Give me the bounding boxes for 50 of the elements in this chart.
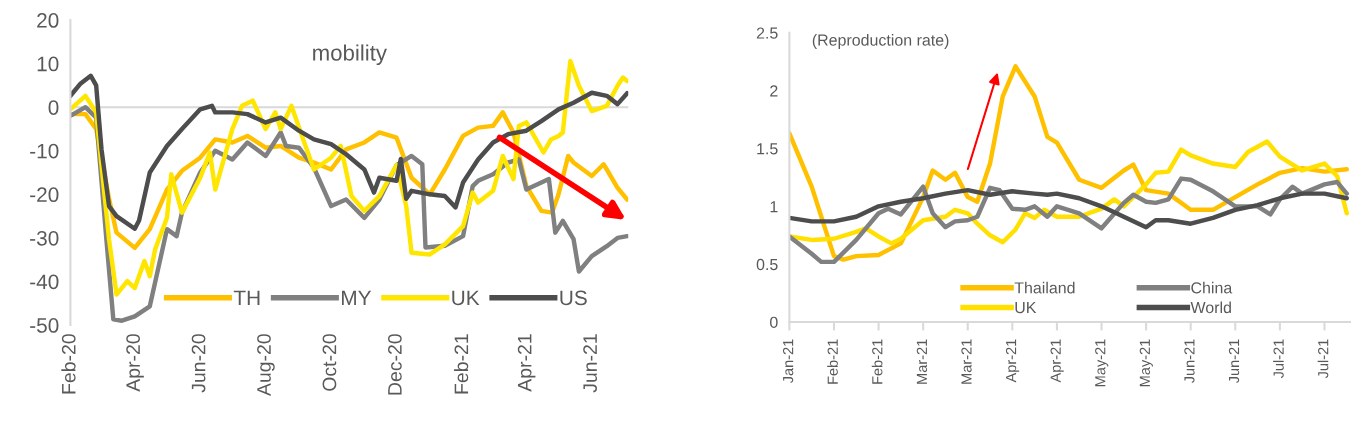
x-tick-label: Jun-21 <box>1228 339 1240 384</box>
legend-label: UK <box>1015 302 1037 314</box>
x-tick-label: Apr-20 <box>126 334 144 392</box>
line-series <box>789 176 1349 265</box>
y-tick-label: 10 <box>37 56 59 72</box>
x-tick-label: Feb-21 <box>453 334 469 394</box>
x-tick-label: Aug-20 <box>257 334 275 397</box>
annotation: (Reproduction rate) <box>812 34 949 49</box>
legend-label: US <box>560 290 587 306</box>
x-tick-label: Jun-21 <box>583 334 597 393</box>
y-tick-label: -30 <box>30 230 59 246</box>
x-tick-label: Mar-21 <box>961 339 972 384</box>
text: mobility <box>313 44 387 66</box>
legend-label: MY <box>342 290 372 306</box>
y-tick-label: -10 <box>30 143 59 159</box>
x-tick-label: Jun-20 <box>191 334 206 393</box>
legend-label: UK <box>452 290 480 306</box>
y-tick-label: 2 <box>770 85 778 97</box>
line-series <box>70 73 629 231</box>
x-tick-label: Apr-21 <box>1005 339 1020 383</box>
y-tick-label: -40 <box>30 274 59 290</box>
y-tick-label: -50 <box>30 318 59 333</box>
x-tick-label: Oct-20 <box>322 334 337 391</box>
legend-label: TH <box>233 290 260 306</box>
x-tick-label: May-21 <box>1139 339 1153 387</box>
legend-label: Thailand <box>1014 281 1075 294</box>
line-series <box>789 64 1349 262</box>
y-tick-label: 0 <box>770 316 778 328</box>
x-tick-label: Feb-21 <box>827 339 838 384</box>
y-tick-label: 2.5 <box>756 27 778 39</box>
x-tick-label: Apr-21 <box>1050 339 1064 383</box>
y-tick-label: 0.5 <box>756 258 778 271</box>
line-series <box>789 187 1349 230</box>
x-tick-label: Apr-21 <box>517 334 536 392</box>
x-tick-label: Jul-21 <box>1273 339 1284 379</box>
y-tick-label: 1 <box>770 201 778 213</box>
y-tick-label: 20 <box>37 13 59 28</box>
x-tick-label: Mar-21 <box>916 339 928 384</box>
y-tick-label: 0 <box>48 100 59 115</box>
x-tick-label: Dec-20 <box>387 334 402 395</box>
x-tick-label: Jun-21 <box>1184 339 1195 384</box>
x-tick-label: May-21 <box>1095 339 1109 387</box>
x-tick-label: Feb-20 <box>61 334 76 394</box>
y-tick-label: -20 <box>30 187 59 203</box>
x-tick-label: Jan-21 <box>782 339 794 384</box>
x-tick-label: Feb-21 <box>871 339 883 384</box>
x-tick-label: Jul-21 <box>1317 339 1329 379</box>
legend-label: China <box>1191 281 1233 294</box>
y-tick-label: 1.5 <box>757 143 778 155</box>
legend-label: World <box>1190 301 1231 314</box>
